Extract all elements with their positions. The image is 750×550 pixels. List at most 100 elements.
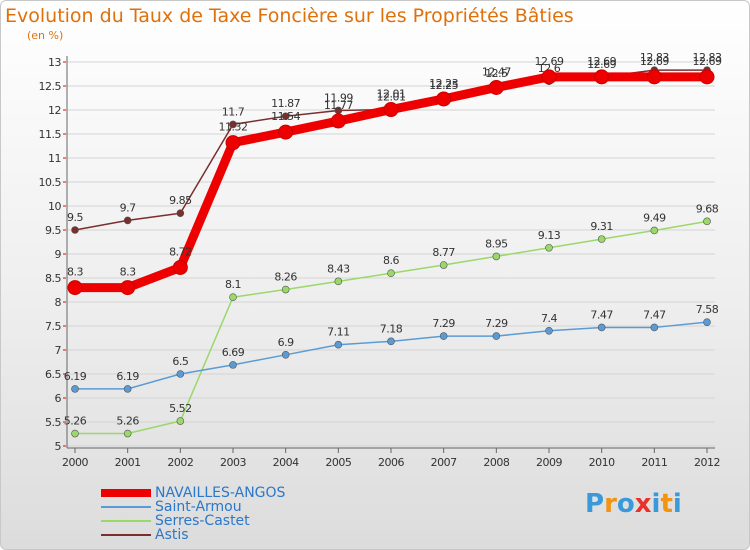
chart-unit: (en %): [27, 29, 64, 42]
data-label: 7.18: [380, 322, 403, 335]
data-point: [225, 135, 241, 151]
data-point: [176, 209, 185, 217]
y-tick-label: 6.5: [45, 368, 61, 381]
data-point: [439, 332, 448, 340]
data-point: [176, 370, 185, 378]
data-label: 9.68: [696, 202, 719, 215]
data-label: 8.26: [274, 271, 297, 284]
legend-swatch: [101, 506, 151, 508]
data-point: [703, 217, 711, 226]
y-tick-label: 8: [55, 296, 62, 309]
data-point: [123, 385, 132, 393]
y-tick-label: 5: [55, 440, 62, 453]
y-tick-label: 9.5: [45, 224, 61, 237]
data-point: [387, 337, 395, 346]
data-point: [699, 69, 715, 85]
data-point: [436, 91, 452, 107]
data-label: 9.7: [120, 201, 136, 214]
y-tick-label: 10.5: [39, 176, 62, 189]
data-point: [330, 113, 346, 129]
data-point: [123, 429, 132, 438]
data-label: 11.7: [222, 105, 245, 118]
data-point: [594, 69, 610, 85]
y-tick-label: 13: [48, 56, 61, 69]
data-label: 12.69: [587, 55, 616, 68]
data-label: 8.43: [327, 262, 350, 275]
data-label: 7.4: [541, 312, 557, 325]
data-point: [281, 112, 290, 121]
data-label: 5.26: [116, 415, 139, 428]
data-label: 12.69: [693, 55, 722, 68]
data-point: [71, 429, 79, 438]
logo-letter: t: [660, 489, 673, 519]
data-point: [229, 120, 237, 129]
legend-swatch: [101, 534, 151, 536]
data-point: [387, 269, 395, 278]
data-label: 12.69: [535, 55, 564, 68]
legend-swatch: [101, 520, 151, 522]
data-label: 6.69: [222, 346, 245, 359]
legend-label: Saint-Armou: [155, 499, 242, 515]
x-tick-label: 2009: [536, 456, 562, 469]
logo-letter: o: [616, 489, 635, 519]
data-label: 11.99: [324, 91, 353, 104]
data-label: 11.54: [271, 110, 300, 123]
legend-label: Serres-Castet: [155, 513, 250, 529]
data-label: 7.58: [696, 303, 719, 316]
legend-label: Astis: [155, 527, 189, 543]
data-label: 12.83: [640, 51, 669, 64]
data-point: [439, 261, 448, 269]
data-label: 12.83: [693, 51, 722, 64]
y-tick-label: 12: [48, 104, 61, 117]
y-tick-label: 8.5: [45, 272, 61, 285]
data-point: [646, 69, 662, 85]
x-tick-label: 2006: [378, 456, 404, 469]
data-label: 9.85: [169, 194, 192, 207]
data-point: [597, 323, 606, 332]
data-point: [229, 361, 237, 369]
data-point: [383, 102, 399, 118]
x-tick-label: 2000: [62, 456, 88, 469]
data-label: 9.5: [67, 211, 83, 224]
data-label: 6.5: [172, 355, 188, 368]
y-tick-label: 11.5: [39, 128, 62, 141]
data-point: [334, 277, 343, 286]
data-point: [650, 226, 659, 235]
legend-item: NAVAILLES-ANGOS: [101, 486, 285, 500]
data-label: 8.1: [225, 278, 241, 291]
data-point: [545, 243, 553, 252]
y-tick-label: 7.5: [45, 320, 61, 333]
y-tick-label: 7: [55, 344, 62, 357]
data-label: 6.19: [64, 370, 87, 383]
data-point: [334, 340, 343, 349]
proxiti-logo: Proxiti: [585, 489, 682, 519]
data-point: [545, 326, 553, 335]
data-point: [281, 285, 290, 294]
data-point: [597, 235, 606, 243]
data-label: 12.01: [377, 88, 406, 101]
data-label: 8.3: [67, 266, 83, 279]
data-label: 8.3: [120, 266, 136, 279]
data-point: [176, 417, 185, 425]
legend-label: NAVAILLES-ANGOS: [155, 485, 286, 501]
data-label: 8.95: [485, 237, 508, 250]
data-label: 7.47: [643, 308, 666, 321]
data-label: 6.9: [278, 336, 294, 349]
data-label: 12.01: [377, 91, 406, 104]
x-tick-label: 2002: [167, 456, 193, 469]
data-label: 9.49: [643, 211, 666, 224]
data-point: [172, 259, 188, 275]
data-label: 5.52: [169, 402, 192, 415]
data-label: 11.32: [219, 121, 248, 134]
data-label: 11.77: [324, 99, 353, 112]
data-label: 12.25: [429, 79, 458, 92]
data-point: [492, 332, 501, 340]
legend-item: Saint-Armou: [101, 500, 285, 514]
legend-swatch: [101, 489, 151, 497]
data-point: [281, 350, 290, 359]
legend-item: Astis: [101, 528, 285, 542]
x-tick-label: 2012: [694, 456, 720, 469]
x-tick-label: 2003: [220, 456, 246, 469]
